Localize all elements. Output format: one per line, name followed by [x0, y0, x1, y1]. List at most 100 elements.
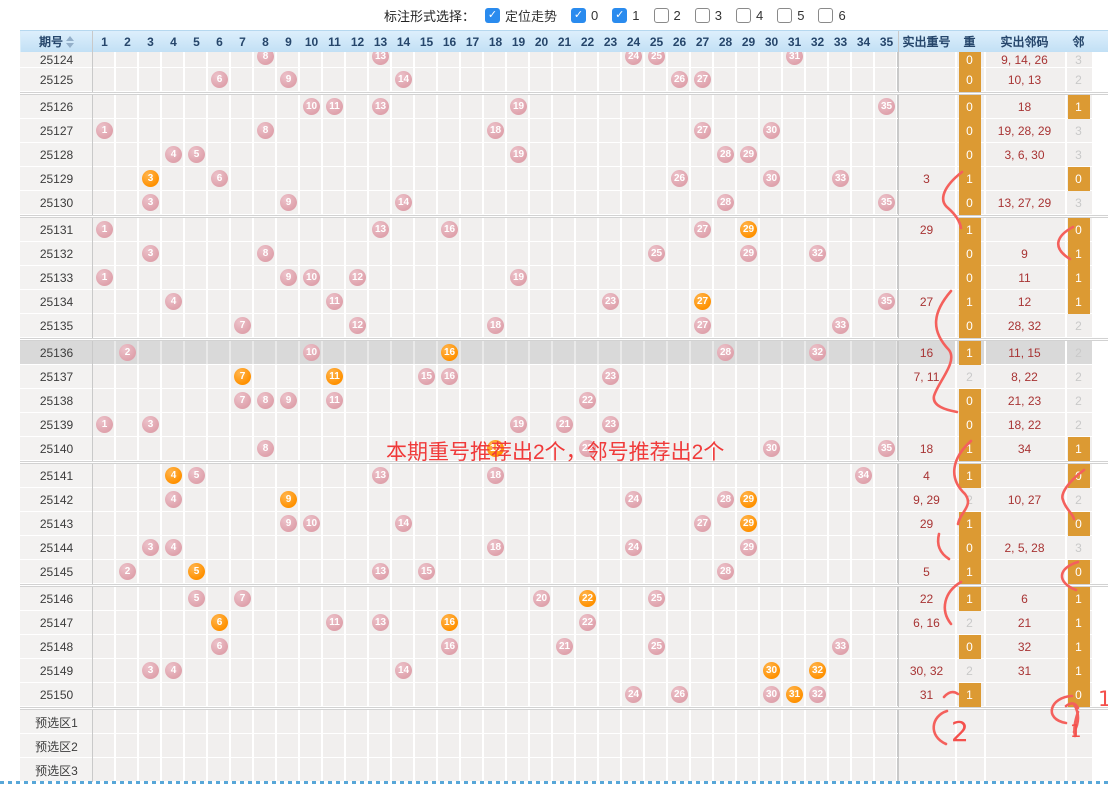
group-separator — [20, 92, 1108, 95]
ball: 35 — [878, 98, 895, 115]
count-badge: 0 — [958, 95, 981, 119]
ball-hot: 31 — [786, 686, 803, 703]
ball: 15 — [418, 563, 435, 580]
period-column-header[interactable]: 期号 — [20, 31, 93, 52]
ball: 23 — [602, 368, 619, 385]
ball: 6 — [211, 638, 228, 655]
period-label: 25128 — [20, 143, 93, 167]
ball: 1 — [96, 221, 113, 238]
table-row-25145: 25145 2 5 13 15 28 5 1 0 — [20, 560, 1108, 584]
checkbox-checked[interactable]: ✓ — [571, 7, 587, 23]
number-track: 24 26 30 31 32 — [93, 683, 898, 707]
table-row-25127: 25127 1 8 18 27 30 0 19, 28, 29 3 — [20, 119, 1108, 143]
ball: 12 — [349, 317, 366, 334]
ball: 7 — [234, 317, 251, 334]
count-badge: 0 — [958, 314, 981, 338]
row-tail — [1092, 242, 1108, 266]
neighbor-count-cell: 3 — [1065, 191, 1092, 215]
row-tail — [1092, 143, 1108, 167]
sort-icon[interactable] — [66, 35, 74, 48]
neighbor-nums-value: 13, 27, 29 — [984, 191, 1065, 215]
neighbor-nums-value: 21 — [984, 611, 1065, 635]
neighbor-count-cell: 0 — [1065, 683, 1092, 707]
preselect-track — [93, 734, 898, 758]
ball: 24 — [625, 52, 642, 65]
checkbox-unchecked[interactable] — [818, 7, 834, 23]
count-badge: 0 — [1067, 512, 1090, 536]
ball: 25 — [648, 590, 665, 607]
ball: 5 — [188, 146, 205, 163]
neighbor-count-cell: 2 — [1065, 389, 1092, 413]
repeat-nums-value — [898, 191, 955, 215]
repeat-count-cell: 0 — [955, 536, 984, 560]
row-tail — [1092, 314, 1108, 338]
repeat-nums-value: 3 — [898, 167, 955, 191]
neighbor-count-cell: 2 — [1065, 341, 1092, 365]
period-label: 25124 — [20, 52, 93, 68]
number-column-header: 14 — [396, 35, 411, 49]
checkbox-unchecked[interactable] — [735, 7, 751, 23]
number-column-header: 12 — [350, 35, 365, 49]
neighbor-nums-value — [984, 464, 1065, 488]
checkbox-unchecked[interactable] — [777, 7, 793, 23]
table-row-25125: 25125 6 9 14 26 27 0 10, 13 2 — [20, 68, 1108, 92]
row-tail — [1092, 488, 1108, 512]
table-row-25138: 25138 7 8 9 11 22 0 21, 23 2 — [20, 389, 1108, 413]
neighbor-count-cell: 0 — [1065, 167, 1092, 191]
number-column-header: 17 — [465, 35, 480, 49]
preselect-row: 预选区3 — [20, 758, 1108, 782]
period-label: 25141 — [20, 464, 93, 488]
ball-hot: 16 — [441, 614, 458, 631]
checkbox-label: 5 — [797, 7, 805, 23]
table-row-25150: 25150 24 26 30 31 32 31 1 0 — [20, 683, 1108, 707]
number-headers: 1 2 3 4 5 6 7 8 9 10 11 12 13 14 15 16 17 18 19 20 21 22 23 24 2… — [93, 31, 898, 52]
ball: 10 — [303, 515, 320, 532]
ball: 31 — [786, 52, 803, 65]
number-column-header: 23 — [603, 35, 618, 49]
ball-hot: 6 — [211, 614, 228, 631]
period-label: 25131 — [20, 218, 93, 242]
number-column-header: 24 — [626, 35, 641, 49]
checkbox-item-定位走势: ✓ 定位走势 — [485, 6, 557, 25]
count-badge: 0 — [1067, 218, 1090, 242]
repeat-nums-value — [898, 68, 955, 92]
neighbor-nums-value: 32 — [984, 635, 1065, 659]
ball: 9 — [280, 194, 297, 211]
ball: 32 — [809, 344, 826, 361]
checkbox-unchecked[interactable] — [653, 7, 669, 23]
ball: 13 — [372, 52, 389, 65]
group-separator — [20, 461, 1108, 464]
ball-hot: 29 — [740, 491, 757, 508]
count-plain: 3 — [1075, 124, 1082, 138]
ball-hot: 30 — [763, 662, 780, 679]
row-tail — [1092, 290, 1108, 314]
checkbox-unchecked[interactable] — [694, 7, 710, 23]
number-track: 10 11 13 19 35 — [93, 95, 898, 119]
ball: 28 — [717, 491, 734, 508]
count-plain: 2 — [966, 664, 973, 678]
number-column-header: 33 — [833, 35, 848, 49]
ball: 30 — [763, 440, 780, 457]
checkbox-item-1: ✓ 1 — [612, 6, 640, 25]
period-label: 25132 — [20, 242, 93, 266]
number-column-header: 13 — [373, 35, 388, 49]
repeat-nums-value: 7, 11 — [898, 365, 955, 389]
checkbox-checked[interactable]: ✓ — [485, 7, 501, 23]
count-badge: 1 — [958, 437, 981, 461]
number-track: 2 5 13 15 28 — [93, 560, 898, 584]
number-track: 7 8 9 11 22 — [93, 389, 898, 413]
ball: 19 — [510, 146, 527, 163]
preselect-track — [93, 710, 898, 734]
table-row-25147: 25147 6 11 13 16 22 6, 16 2 21 1 — [20, 611, 1108, 635]
period-label: 25140 — [20, 437, 93, 461]
repeat-nums-value: 16 — [898, 341, 955, 365]
ball: 29 — [740, 146, 757, 163]
repeat-count-cell: 0 — [955, 413, 984, 437]
number-column-header: 11 — [328, 35, 341, 49]
neighbor-count-cell: 1 — [1065, 242, 1092, 266]
number-column-header: 32 — [810, 35, 825, 49]
number-column-header: 16 — [442, 35, 457, 49]
count-plain: 3 — [1075, 148, 1082, 162]
number-column-header: 3 — [147, 35, 154, 49]
checkbox-checked[interactable]: ✓ — [612, 7, 628, 23]
